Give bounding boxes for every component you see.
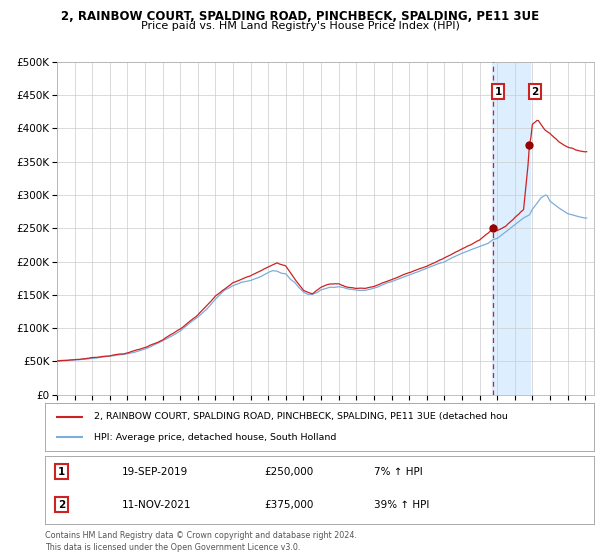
Text: 1: 1 xyxy=(494,87,502,96)
Text: 7% ↑ HPI: 7% ↑ HPI xyxy=(374,467,423,477)
Text: 1: 1 xyxy=(58,467,65,477)
Text: 2: 2 xyxy=(58,500,65,510)
Text: 2, RAINBOW COURT, SPALDING ROAD, PINCHBECK, SPALDING, PE11 3UE (detached hou: 2, RAINBOW COURT, SPALDING ROAD, PINCHBE… xyxy=(94,412,508,421)
Bar xyxy=(492,62,530,395)
Text: 2, RAINBOW COURT, SPALDING ROAD, PINCHBECK, SPALDING, PE11 3UE: 2, RAINBOW COURT, SPALDING ROAD, PINCHBE… xyxy=(61,10,539,23)
Text: 39% ↑ HPI: 39% ↑ HPI xyxy=(374,500,430,510)
Text: £250,000: £250,000 xyxy=(265,467,314,477)
Text: 2: 2 xyxy=(531,87,538,96)
Text: Contains HM Land Registry data © Crown copyright and database right 2024.
This d: Contains HM Land Registry data © Crown c… xyxy=(45,531,357,552)
Text: Price paid vs. HM Land Registry's House Price Index (HPI): Price paid vs. HM Land Registry's House … xyxy=(140,21,460,31)
Text: 11-NOV-2021: 11-NOV-2021 xyxy=(122,500,191,510)
Text: 19-SEP-2019: 19-SEP-2019 xyxy=(122,467,188,477)
Text: £375,000: £375,000 xyxy=(265,500,314,510)
Text: HPI: Average price, detached house, South Holland: HPI: Average price, detached house, Sout… xyxy=(94,433,337,442)
